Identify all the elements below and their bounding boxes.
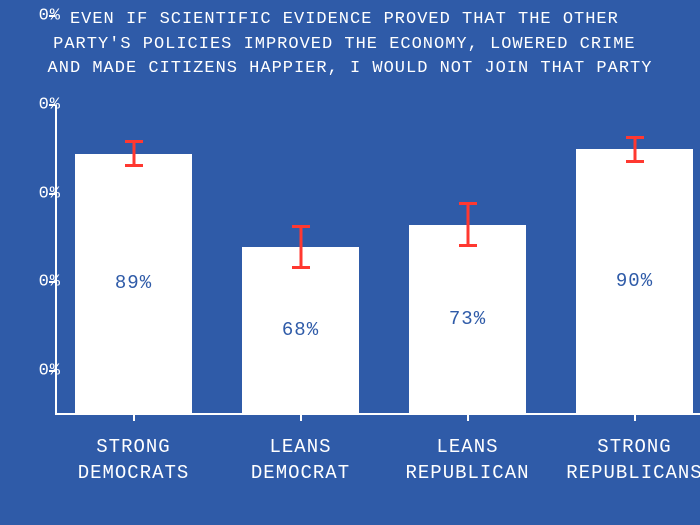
y-tick-mark <box>49 281 55 283</box>
bar-value-label: 90% <box>616 270 653 292</box>
bar-value-label: 73% <box>449 308 486 330</box>
x-tick-mark <box>133 415 135 421</box>
x-axis-label: LEANS DEMOCRAT <box>251 435 350 486</box>
x-axis-label: STRONG REPUBLICANS <box>566 435 700 486</box>
bar-value-label: 89% <box>115 272 152 294</box>
bar-value-label: 68% <box>282 319 319 341</box>
error-bar <box>626 136 644 163</box>
error-bar <box>125 140 143 167</box>
bar: 89% <box>75 154 192 413</box>
error-bar <box>292 225 310 269</box>
bar: 90% <box>576 149 693 413</box>
x-tick-mark <box>467 415 469 421</box>
x-tick-mark <box>300 415 302 421</box>
plot-area: 0%0%0%0%0%89%STRONG DEMOCRATS68%LEANS DE… <box>55 105 700 415</box>
y-tick-mark <box>49 370 55 372</box>
error-bar <box>459 202 477 246</box>
bar: 68% <box>242 247 359 413</box>
chart-title: EVEN IF SCIENTIFIC EVIDENCE PROVED THAT … <box>0 8 700 82</box>
x-axis-label: LEANS REPUBLICAN <box>405 435 529 486</box>
x-axis <box>55 413 700 415</box>
bar-chart: EVEN IF SCIENTIFIC EVIDENCE PROVED THAT … <box>0 0 700 525</box>
x-axis-label: STRONG DEMOCRATS <box>78 435 190 486</box>
bar: 73% <box>409 225 526 413</box>
y-tick-mark <box>49 193 55 195</box>
y-tick-mark <box>49 104 55 106</box>
x-tick-mark <box>634 415 636 421</box>
y-tick-mark <box>49 15 55 17</box>
